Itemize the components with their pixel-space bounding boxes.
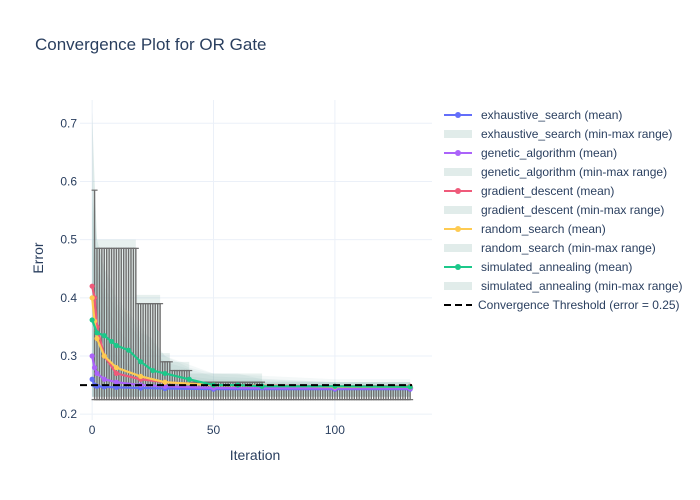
- genetic-algorithm-mean-line: [91, 355, 411, 390]
- legend-item-gradient-descent-mean[interactable]: gradient_descent (mean): [444, 184, 614, 198]
- random-search-mean-point: [89, 295, 95, 301]
- legend-label: exhaustive_search (min-max range): [481, 127, 672, 141]
- simulated-annealing-mean-point: [108, 338, 115, 345]
- simulated-annealing-mean-point: [125, 347, 132, 353]
- y-tick-label: 0.3: [60, 349, 77, 363]
- x-axis-title: Iteration: [230, 447, 281, 463]
- y-axis-title: Error: [30, 242, 46, 273]
- y-tick-label: 0.7: [60, 116, 77, 130]
- legend-marker: [455, 150, 461, 156]
- legend-marker: [455, 264, 461, 270]
- exhaustive-search-mean-point: [113, 384, 120, 391]
- exhaustive-search-mean-point: [89, 376, 95, 382]
- legend-marker: [455, 188, 461, 194]
- mean-series-lines: [89, 283, 413, 392]
- legend-item-genetic-algorithm-min-max-range[interactable]: genetic_algorithm (min-max range): [444, 165, 667, 179]
- simulated-annealing-mean-point: [94, 330, 100, 336]
- legend-item-threshold[interactable]: Convergence Threshold (error = 0.25): [444, 298, 680, 312]
- legend-item-exhaustive-search-min-max-range[interactable]: exhaustive_search (min-max range): [444, 127, 672, 141]
- legend-band-swatch: [444, 168, 472, 176]
- genetic-algorithm-mean-point: [89, 353, 95, 359]
- random-search-mean-point: [94, 335, 100, 342]
- random-search-mean-point: [162, 379, 168, 385]
- legend-label: simulated_annealing (mean): [481, 260, 632, 274]
- simulated-annealing-mean-point: [101, 333, 107, 339]
- legend-item-random-search-min-max-range[interactable]: random_search (min-max range): [444, 241, 656, 255]
- legend-label: random_search (min-max range): [481, 241, 656, 255]
- legend-label: exhaustive_search (mean): [481, 108, 622, 122]
- legend-label: genetic_algorithm (min-max range): [481, 165, 667, 179]
- x-tick-label: 100: [325, 423, 345, 437]
- y-tick-label: 0.6: [60, 174, 77, 188]
- genetic-algorithm-mean-point: [101, 376, 107, 382]
- legend[interactable]: exhaustive_search (mean) exhaustive_searc…: [444, 108, 682, 312]
- legend-label: gradient_descent (mean): [481, 184, 614, 198]
- legend-item-gradient-descent-min-max-range[interactable]: gradient_descent (min-max range): [444, 203, 664, 217]
- x-tick-label: 0: [89, 423, 96, 437]
- legend-marker: [455, 226, 461, 232]
- genetic-algorithm-mean-point: [113, 379, 120, 385]
- y-tick-label: 0.2: [60, 407, 77, 421]
- legend-item-exhaustive-search-mean[interactable]: exhaustive_search (mean): [444, 108, 622, 122]
- legend-label: simulated_annealing (min-max range): [481, 279, 682, 293]
- legend-item-simulated-annealing-min-max-range[interactable]: simulated_annealing (min-max range): [444, 279, 682, 293]
- genetic-algorithm-mean-point: [91, 365, 98, 371]
- legend-band-swatch: [444, 282, 472, 290]
- simulated-annealing-mean-point: [150, 367, 156, 374]
- legend-label: genetic_algorithm (mean): [481, 146, 617, 160]
- legend-item-random-search-mean[interactable]: random_search (mean): [444, 222, 606, 236]
- simulated-annealing-mean-point: [113, 342, 120, 349]
- legend-band-swatch: [444, 130, 472, 138]
- simulated-annealing-mean-point: [89, 317, 95, 323]
- random-search-mean-point: [138, 373, 144, 379]
- gradient-descent-mean-point: [113, 370, 120, 377]
- y-tick-label: 0.5: [60, 233, 77, 247]
- min-max-bands: [92, 111, 411, 397]
- random-search-mean-point: [101, 353, 107, 359]
- legend-item-simulated-annealing-mean[interactable]: simulated_annealing (mean): [444, 260, 632, 274]
- legend-label: Convergence Threshold (error = 0.25): [478, 298, 680, 312]
- axis-ticks: 0.2 0.3 0.4 0.5 0.6 0.7 0 50 100: [60, 116, 345, 437]
- random-search-mean-point: [113, 365, 120, 371]
- legend-band-swatch: [444, 244, 472, 252]
- gradient-descent-mean-point: [89, 283, 95, 289]
- y-tick-label: 0.4: [60, 291, 77, 305]
- legend-band-swatch: [444, 206, 472, 214]
- legend-marker: [455, 112, 461, 118]
- x-tick-label: 50: [207, 423, 221, 437]
- legend-label: random_search (mean): [481, 222, 606, 236]
- genetic-algorithm-mean-point: [94, 370, 100, 377]
- simulated-annealing-mean-point: [138, 359, 144, 365]
- chart-title: Convergence Plot for OR Gate: [35, 35, 267, 54]
- simulated-annealing-mean-point: [162, 370, 168, 377]
- simulated-annealing-mean-point: [186, 376, 192, 382]
- legend-item-genetic-algorithm-mean[interactable]: genetic_algorithm (mean): [444, 146, 617, 160]
- legend-label: gradient_descent (min-max range): [481, 203, 664, 217]
